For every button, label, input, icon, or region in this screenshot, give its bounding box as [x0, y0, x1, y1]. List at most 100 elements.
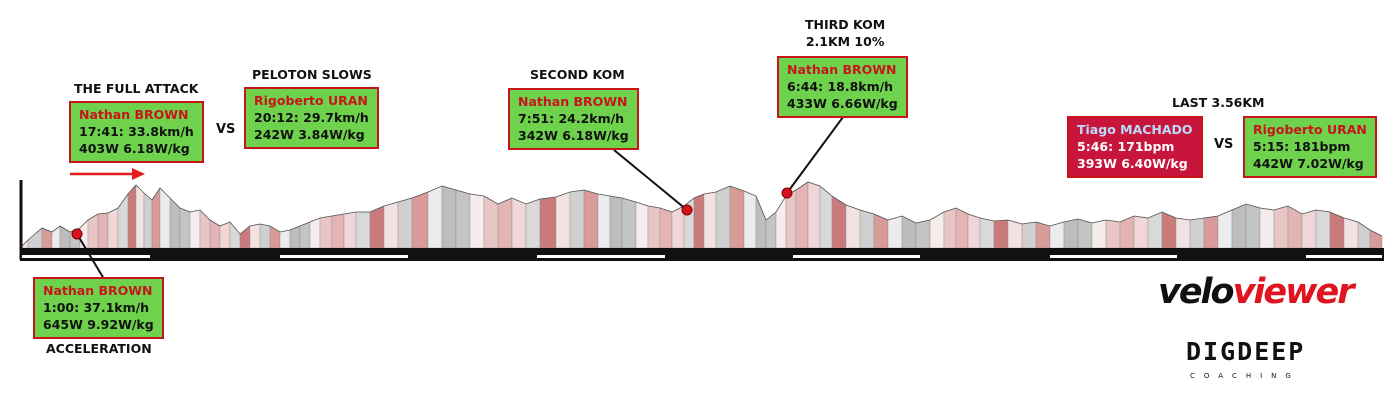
profile-segment [383, 201, 399, 249]
heading-second-kom: SECOND KOM [530, 67, 625, 82]
distance-bar [20, 248, 1384, 261]
stat-line: 433W 6.66W/kg [787, 96, 898, 111]
profile-segment [143, 192, 153, 249]
profile-segment [729, 185, 745, 249]
rider-name: Tiago MACHADO [1077, 122, 1193, 137]
callout-acceleration: Nathan BROWN 1:00: 37.1km/h 645W 9.92W/k… [33, 277, 164, 339]
profile-segment [1343, 217, 1359, 249]
profile-segment [511, 197, 527, 249]
profile-segment [229, 221, 241, 249]
profile-segment [343, 211, 357, 249]
profile-segment [915, 219, 931, 249]
profile-segment [1133, 215, 1149, 249]
distance-bar-segment [537, 255, 665, 258]
profile-segment [1217, 209, 1233, 249]
profile-segment [397, 197, 413, 249]
profile-segment [1063, 218, 1079, 249]
profile-segment [755, 195, 767, 249]
profile-segment [597, 193, 611, 249]
profile-segment [331, 213, 345, 249]
profile-segment [569, 189, 585, 249]
distance-bar-segment [22, 255, 150, 258]
profile-segment [1077, 218, 1093, 249]
distance-bar-segment [1306, 255, 1382, 258]
callout-full-attack: Nathan BROWN 17:41: 33.8km/h 403W 6.18W/… [69, 101, 204, 163]
distance-bar-segment [280, 255, 408, 258]
profile-segment [1091, 219, 1107, 249]
profile-segment [1273, 205, 1289, 249]
profile-segment [1259, 207, 1275, 249]
profile-segment [1189, 217, 1205, 249]
profile-segment [993, 219, 1009, 249]
profile-segment [765, 211, 777, 249]
profile-segment [299, 221, 311, 249]
profile-segment [107, 207, 119, 249]
profile-segment [859, 209, 875, 249]
profile-segments [21, 181, 1383, 249]
stat-line: 393W 6.40W/kg [1077, 156, 1188, 171]
profile-segment [1035, 221, 1051, 249]
callout-last-3km-uran: Rigoberto URAN 5:15: 181bpm 442W 7.02W/k… [1243, 116, 1377, 178]
rider-name: Nathan BROWN [79, 107, 189, 122]
profile-segment [319, 215, 333, 249]
distance-bar-segments [22, 255, 1382, 258]
callout-line-third-kom [786, 112, 847, 194]
profile-segment [1105, 219, 1121, 249]
profile-segment [583, 189, 599, 249]
profile-segment [929, 211, 945, 249]
callout-line-second-kom [613, 149, 688, 211]
profile-segment [151, 187, 161, 249]
profile-segment [635, 201, 649, 249]
digdeep-logo: DIGDEEP [1186, 337, 1306, 366]
profile-segment [135, 184, 145, 249]
profile-segment [979, 217, 995, 249]
profile-segment [117, 193, 129, 249]
heading-third-kom-line1: THIRD KOM [805, 17, 886, 32]
vs-label: VS [216, 122, 236, 137]
profile-segment [887, 215, 903, 249]
rider-name: Nathan BROWN [518, 94, 628, 109]
profile-segment [1007, 219, 1023, 249]
profile-segment [785, 189, 797, 249]
logo-part: viewer [1232, 272, 1355, 312]
profile-segment [259, 223, 271, 249]
profile-segment [127, 184, 137, 249]
profile-segment [239, 225, 251, 249]
callout-peloton-slows: Rigoberto URAN 20:12: 29.7km/h 242W 3.84… [244, 87, 379, 149]
stat-line: 342W 6.18W/kg [518, 128, 629, 143]
profile-segment [743, 190, 757, 249]
profile-segment [483, 195, 499, 249]
rider-name: Nathan BROWN [43, 283, 153, 298]
stat-line: 242W 3.84W/kg [254, 127, 365, 142]
callout-second-kom: Nathan BROWN 7:51: 24.2km/h 342W 6.18W/k… [508, 88, 639, 150]
profile-segment [621, 197, 637, 249]
distance-bar-segment [793, 255, 920, 258]
profile-segment [901, 215, 917, 249]
profile-segment [1021, 221, 1037, 249]
profile-segment [249, 223, 261, 249]
profile-segment [715, 185, 731, 249]
profile-segment [845, 204, 861, 249]
profile-segment [1315, 209, 1331, 249]
profile-segment [169, 197, 181, 249]
profile-segment [819, 185, 833, 249]
stat-line: 17:41: 33.8km/h [79, 124, 194, 139]
rider-name: Rigoberto URAN [1253, 122, 1367, 137]
profile-segment [703, 191, 717, 249]
stat-line: 645W 9.92W/kg [43, 317, 154, 332]
distance-bar-segment [1050, 255, 1177, 258]
profile-segment [209, 219, 221, 249]
profile-segment [189, 209, 201, 249]
stat-line: 5:46: 171bpm [1077, 139, 1175, 154]
marker-third-kom [781, 187, 793, 199]
profile-segment [1203, 215, 1219, 249]
profile-segment [955, 207, 969, 249]
profile-segment [97, 212, 109, 249]
profile-segment [179, 207, 191, 249]
coaching-wordmark: COACHING [1190, 372, 1300, 380]
stat-line: 403W 6.18W/kg [79, 141, 190, 156]
marker-second-kom [681, 204, 693, 216]
profile-segment [555, 191, 571, 249]
profile-segment [1231, 203, 1247, 249]
